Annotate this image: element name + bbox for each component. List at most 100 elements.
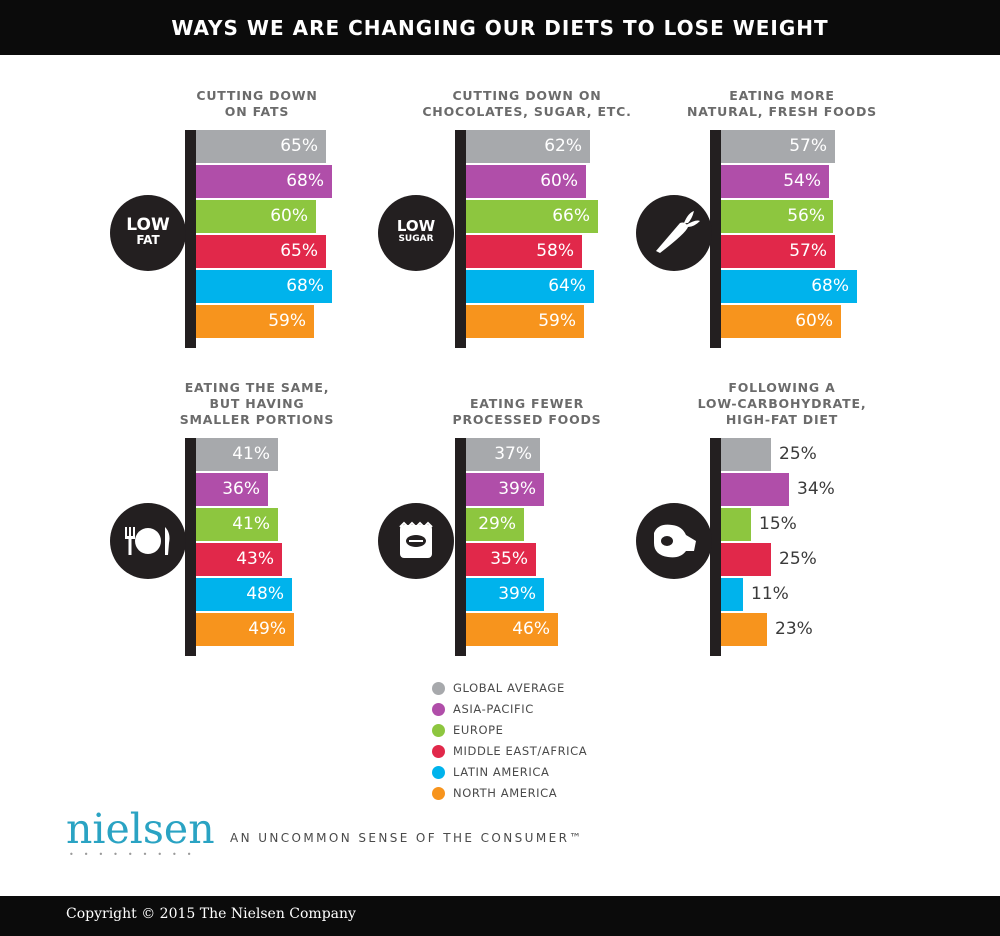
bar <box>466 305 584 338</box>
bar <box>721 235 835 268</box>
chart-title-line: FOLLOWING A <box>728 380 836 395</box>
data-label: 41% <box>232 514 270 534</box>
bar <box>196 473 268 506</box>
data-label: 25% <box>779 444 817 464</box>
bar <box>721 508 751 541</box>
bar <box>196 613 294 646</box>
snack-bag-icon <box>378 503 454 579</box>
bar <box>721 613 767 646</box>
axis-spine <box>710 438 721 656</box>
data-label: 56% <box>787 206 825 226</box>
chart-title: CUTTING DOWN ON FATS <box>137 88 377 120</box>
bar <box>196 235 326 268</box>
legend-label: LATIN AMERICA <box>453 765 550 779</box>
bar <box>721 165 829 198</box>
legend-label: NORTH AMERICA <box>453 786 558 800</box>
nielsen-logo: nielsen <box>66 805 215 853</box>
bar <box>196 165 332 198</box>
logo-dots: ••••••••• <box>69 850 202 859</box>
data-label: 37% <box>494 444 532 464</box>
bar <box>196 438 278 471</box>
data-label: 39% <box>498 479 536 499</box>
bar <box>466 200 598 233</box>
data-label: 54% <box>783 171 821 191</box>
data-label: 23% <box>775 619 813 639</box>
icon-text: SUGAR <box>398 234 434 244</box>
chart-title: EATING MORE NATURAL, FRESH FOODS <box>662 88 902 120</box>
bar <box>721 578 743 611</box>
bar <box>721 305 841 338</box>
axis-spine <box>185 130 196 348</box>
data-label: 60% <box>540 171 578 191</box>
snack-bag-icon-glyph <box>399 521 433 558</box>
bar <box>196 305 314 338</box>
bar <box>466 473 544 506</box>
data-label: 43% <box>236 549 274 569</box>
legend-label: MIDDLE EAST/AFRICA <box>453 744 588 758</box>
bar <box>466 508 524 541</box>
low-fat-icon: LOW FAT <box>110 195 186 271</box>
bar <box>721 473 789 506</box>
bar <box>196 508 278 541</box>
chart-title: EATING FEWER PROCESSED FOODS <box>407 396 647 428</box>
axis-spine <box>455 438 466 656</box>
chart-title-line: HIGH-FAT DIET <box>725 412 839 427</box>
bar <box>196 130 326 163</box>
bar <box>466 270 594 303</box>
chart-title-line: LOW-CARBOHYDRATE, <box>697 396 867 411</box>
data-label: 66% <box>552 206 590 226</box>
carrot-icon-glyph <box>656 211 700 253</box>
chart-title-line: CUTTING DOWN <box>196 88 318 103</box>
chart-title: EATING THE SAME, BUT HAVING SMALLER PORTIO… <box>137 380 377 428</box>
data-label: 39% <box>498 584 536 604</box>
meat-icon <box>636 503 712 579</box>
bar <box>466 613 558 646</box>
footer-bar: Copyright © 2015 The Nielsen Company <box>0 896 1000 936</box>
bar <box>466 578 544 611</box>
bar <box>196 578 292 611</box>
bar <box>196 270 332 303</box>
legend-swatch <box>432 745 445 758</box>
meat-icon-glyph <box>654 524 696 558</box>
data-label: 25% <box>779 549 817 569</box>
bar <box>196 543 282 576</box>
bar <box>721 130 835 163</box>
data-label: 62% <box>544 136 582 156</box>
data-label: 68% <box>811 276 849 296</box>
legend-swatch <box>432 724 445 737</box>
bar <box>466 165 586 198</box>
chart-title-line: PROCESSED FOODS <box>452 412 602 427</box>
data-label: 60% <box>270 206 308 226</box>
bar <box>721 270 857 303</box>
data-label: 46% <box>512 619 550 639</box>
chart-title-line: ON FATS <box>224 104 290 119</box>
data-label: 68% <box>286 276 324 296</box>
data-label: 57% <box>789 241 827 261</box>
bar <box>721 543 771 576</box>
chart-title-line: EATING FEWER <box>469 396 585 411</box>
axis-spine <box>710 130 721 348</box>
legend-swatch <box>432 787 445 800</box>
data-label: 29% <box>478 514 516 534</box>
data-label: 35% <box>490 549 528 569</box>
icon-text: LOW <box>396 217 436 235</box>
chart-title-line: NATURAL, FRESH FOODS <box>687 104 877 119</box>
copyright-text: Copyright © 2015 The Nielsen Company <box>66 906 356 922</box>
axis-spine <box>185 438 196 656</box>
data-label: 41% <box>232 444 270 464</box>
data-label: 59% <box>538 311 576 331</box>
chart-title-line: EATING THE SAME, <box>184 380 330 395</box>
chart-title-line: SMALLER PORTIONS <box>179 412 335 427</box>
data-label: 65% <box>280 241 318 261</box>
bar <box>466 235 582 268</box>
legend-label: ASIA-PACIFIC <box>453 702 534 716</box>
bar <box>466 543 536 576</box>
legend-label: EUROPE <box>453 723 504 737</box>
data-label: 65% <box>280 136 318 156</box>
tagline: AN UNCOMMON SENSE OF THE CONSUMER™ <box>230 831 584 845</box>
data-label: 48% <box>246 584 284 604</box>
chart-title-line: BUT HAVING <box>209 396 305 411</box>
carrot-icon <box>636 195 712 271</box>
legend-swatch <box>432 766 445 779</box>
data-label: 64% <box>548 276 586 296</box>
